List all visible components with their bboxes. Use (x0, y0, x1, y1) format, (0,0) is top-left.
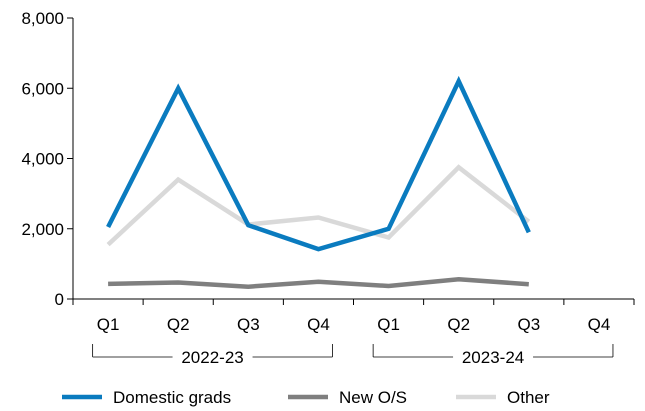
y-tick-label: 0 (55, 290, 64, 309)
series-lines (106, 75, 531, 289)
group-label: 2023-24 (462, 348, 524, 367)
x-tick-label: Q2 (447, 315, 470, 334)
legend-item: New O/S (288, 388, 407, 407)
y-tick-label: 4,000 (21, 150, 64, 169)
legend-item: Domestic grads (62, 388, 231, 407)
legend: Domestic grads New O/S Other (62, 388, 550, 407)
group-bracket (92, 344, 333, 358)
y-tick-label: 6,000 (21, 79, 64, 98)
series-line-other (106, 164, 531, 247)
x-tick-label: Q4 (307, 315, 330, 334)
group-label: 2022-23 (181, 348, 243, 367)
group-bracket (372, 344, 614, 358)
x-axis-ticks: Q1 Q2 Q3 Q4 Q1 Q2 Q3 Q4 (72, 299, 635, 334)
legend-item: Other (456, 388, 550, 407)
x-tick-label: Q1 (97, 315, 120, 334)
y-tick-label: 8,000 (21, 9, 64, 28)
x-tick-label: Q3 (237, 315, 260, 334)
x-axis-groups: 2022-23 2023-24 (92, 344, 614, 367)
x-tick-label: Q4 (588, 315, 611, 334)
series-line-domestic-grads (106, 75, 531, 252)
x-tick-label: Q2 (167, 315, 190, 334)
x-tick-label: Q1 (377, 315, 400, 334)
y-tick-label: 2,000 (21, 220, 64, 239)
legend-label: New O/S (339, 388, 407, 407)
series-line-new-o-s (108, 277, 529, 289)
y-axis-ticks: 0 2,000 4,000 6,000 8,000 (21, 9, 73, 309)
legend-label: Other (507, 388, 550, 407)
legend-label: Domestic grads (113, 388, 231, 407)
x-tick-label: Q3 (517, 315, 540, 334)
axes (72, 18, 634, 300)
